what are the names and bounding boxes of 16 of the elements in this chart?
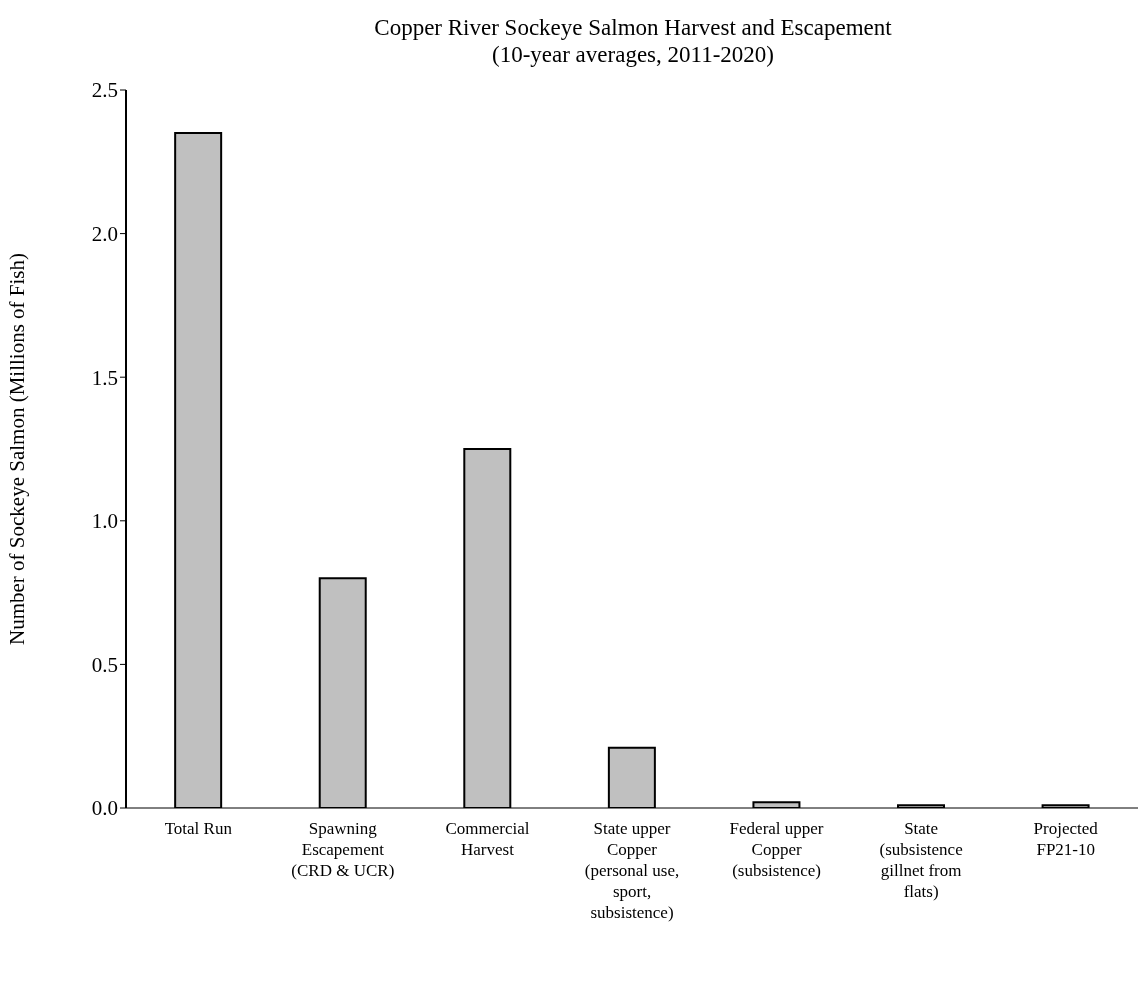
x-tick-label: Federal upper Copper (subsistence) [729, 819, 824, 880]
y-axis-title: Number of Sockeye Salmon (Millions of Fish) [5, 253, 30, 645]
y-tick-label: 2.0 [91, 222, 118, 247]
x-tick-label: Total Run [164, 819, 233, 838]
x-tick-label: Projected FP21-10 [1033, 819, 1099, 859]
y-tick-label: 1.5 [91, 365, 118, 390]
chart-subtitle: (10-year averages, 2011-2020) [490, 41, 776, 68]
y-tick-label: 0.5 [91, 652, 118, 677]
y-tick-label: 1.0 [91, 509, 118, 534]
y-tick-label: 0.0 [91, 796, 118, 821]
x-tick-label: Spawning Escapement (CRD & UCR) [291, 819, 395, 880]
x-tick-label: State (subsistence gillnet from flats) [879, 819, 963, 901]
y-tick-label: 2.5 [91, 78, 118, 103]
chart-title: Copper River Sockeye Salmon Harvest and Escapement [373, 14, 893, 41]
x-tick-label: State upper Copper (personal use, sport, subsistence) [584, 819, 680, 922]
x-tick-label: Commercial Harvest [445, 819, 530, 859]
